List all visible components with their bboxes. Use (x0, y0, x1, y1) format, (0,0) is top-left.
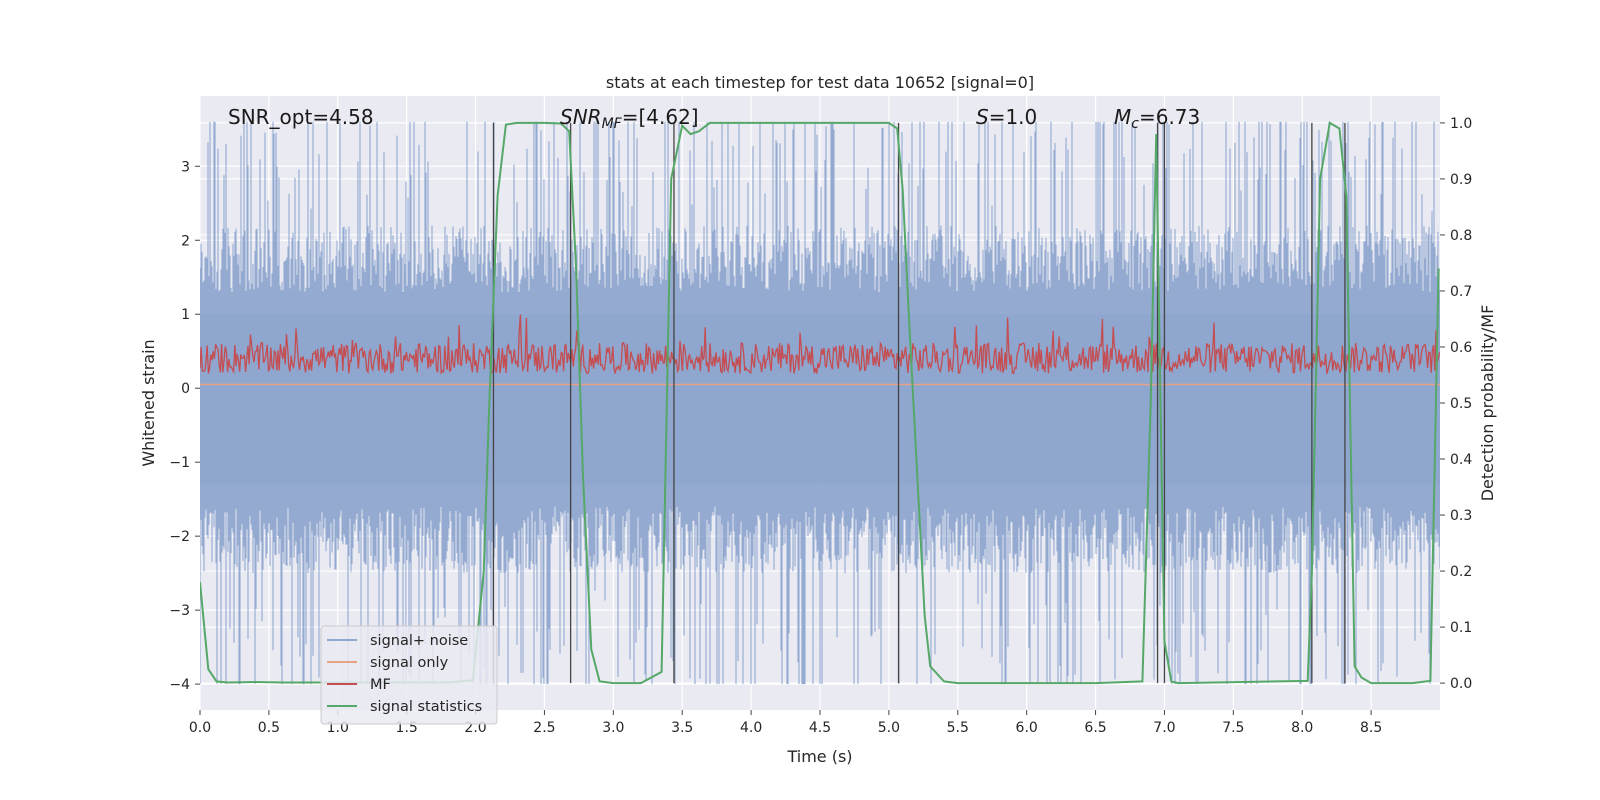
annotation-snr-mf-symbol: SNR (560, 105, 602, 129)
y-tick-label: −2 (169, 529, 190, 545)
x-tick-label: 4.0 (740, 720, 762, 736)
y2-tick-label: 1.0 (1450, 116, 1472, 132)
y2-tick-label: 0.8 (1450, 228, 1472, 244)
legend-label-mf: MF (370, 677, 391, 693)
annotation-mc-subscript: c (1131, 116, 1139, 132)
y-axis-label: Whitened strain (139, 339, 158, 466)
x-tick-label: 2.5 (533, 720, 555, 736)
y2-tick-label: 0.6 (1450, 340, 1472, 356)
y-tick-label: 1 (181, 307, 190, 323)
y-tick-label: 3 (181, 159, 190, 175)
legend: signal+ noise signal only MF signal stat… (320, 625, 498, 725)
x-tick-label: 7.0 (1153, 720, 1175, 736)
y2-tick-label: 0.3 (1450, 508, 1472, 524)
annotation-s-symbol: S (976, 105, 989, 129)
legend-frame (320, 625, 498, 725)
x-tick-label: 3.0 (602, 720, 624, 736)
annotation-s-value: =1.0 (989, 105, 1038, 129)
y2-tick-label: 0.5 (1450, 396, 1472, 412)
y2-axis-label: Detection probability/MF (1478, 305, 1497, 502)
x-tick-label: 8.0 (1291, 720, 1313, 736)
annotation-snr-mf-value: =[4.62] (622, 105, 699, 129)
legend-label-signal-statistics: signal statistics (370, 699, 482, 715)
y2-tick-label: 0.1 (1450, 620, 1472, 636)
legend-label-signal-only: signal only (370, 655, 449, 671)
chart-title: stats at each timestep for test data 106… (606, 73, 1034, 92)
annotation-mc-value: =6.73 (1139, 105, 1200, 129)
x-axis-label: Time (s) (786, 747, 852, 766)
annotation-mc: Mc=6.73 (1114, 105, 1200, 132)
y2-tick-label: 0.9 (1450, 172, 1472, 188)
annotation-mc-symbol: M (1114, 105, 1131, 129)
annotation-snr-opt: SNR_opt=4.58 (228, 105, 374, 129)
annotation-s: S=1.0 (976, 105, 1037, 129)
y-axis-left: 3 2 1 0 −1 −2 −3 −4 (169, 159, 200, 693)
series-signal-noise-core (200, 314, 1440, 485)
x-tick-label: 5.5 (947, 720, 969, 736)
y2-tick-label: 0.2 (1450, 564, 1472, 580)
x-tick-label: 0.0 (189, 720, 211, 736)
x-axis: 0.0 0.5 1.0 1.5 2.0 2.5 3.0 3.5 4.0 4.5 5.0 5.5 6.0 6… (189, 710, 1382, 736)
y-tick-label: −1 (169, 455, 190, 471)
x-tick-label: 5.0 (878, 720, 900, 736)
x-tick-label: 8.5 (1360, 720, 1382, 736)
y-tick-label: −3 (169, 603, 190, 619)
x-tick-label: 0.5 (258, 720, 280, 736)
annotation-snr-mf-subscript: MF (602, 116, 623, 132)
x-tick-label: 3.5 (671, 720, 693, 736)
y2-tick-label: 0.0 (1450, 676, 1472, 692)
y-axis-right: 1.0 0.9 0.8 0.7 0.6 0.5 0.4 0.3 0.2 0.1 0.0 (1440, 116, 1472, 692)
x-tick-label: 6.5 (1084, 720, 1106, 736)
x-tick-label: 4.5 (809, 720, 831, 736)
y2-tick-label: 0.7 (1450, 284, 1472, 300)
y2-tick-label: 0.4 (1450, 452, 1472, 468)
annotation-snr-mf: SNRMF=[4.62] (560, 105, 699, 132)
x-tick-label: 7.5 (1222, 720, 1244, 736)
y-tick-label: 2 (181, 233, 190, 249)
y-tick-label: −4 (169, 677, 190, 693)
x-tick-label: 6.0 (1016, 720, 1038, 736)
legend-label-signal-noise: signal+ noise (370, 633, 468, 649)
series-mf (200, 314, 1440, 375)
y-tick-label: 0 (181, 381, 190, 397)
